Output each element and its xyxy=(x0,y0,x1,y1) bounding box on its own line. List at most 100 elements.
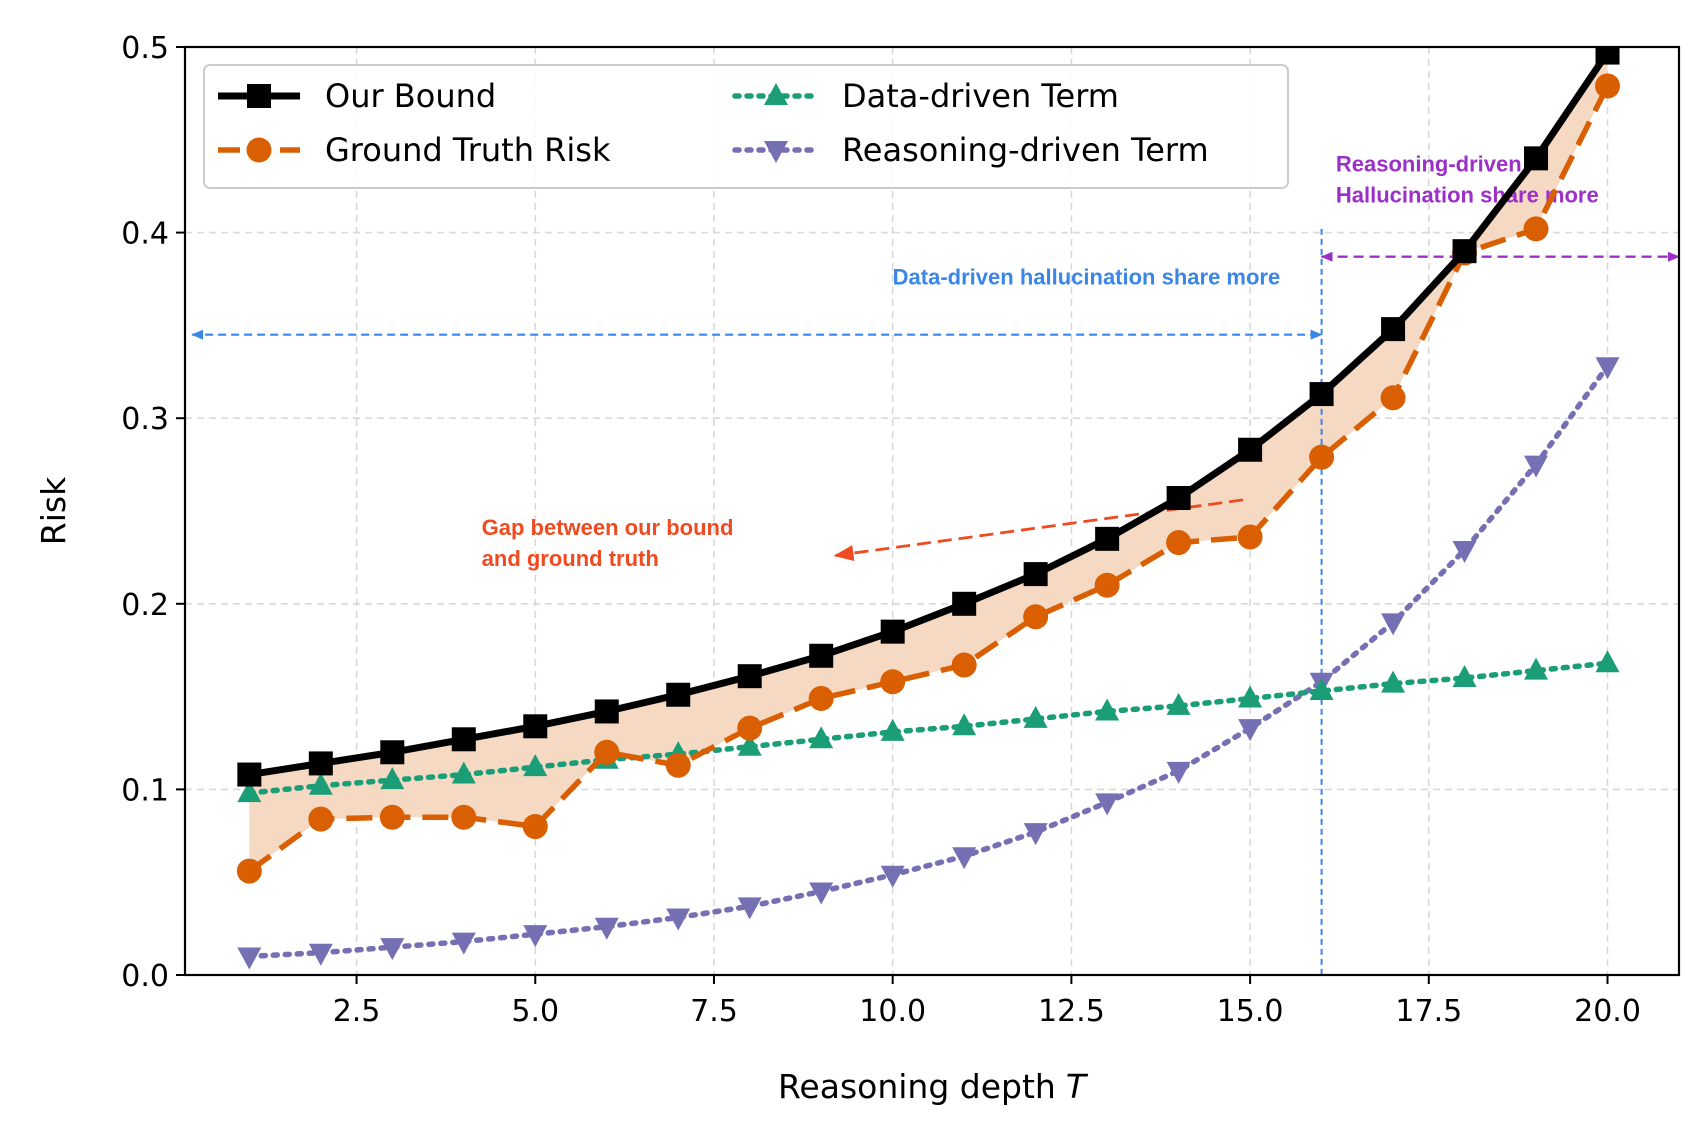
legend: Our Bound Ground Truth Risk Data-driven Te… xyxy=(203,64,1289,189)
our-bound-point xyxy=(737,664,762,689)
data-driven-term-line xyxy=(246,660,1611,796)
x-tick-label: 20.0 xyxy=(1574,994,1641,1029)
reasoning-driven-term-point xyxy=(1595,357,1620,380)
reasoning-driven-term-point xyxy=(237,947,262,970)
ground-truth-risk-point xyxy=(808,685,834,711)
data-driven-annotation: Data-driven hallucination share more xyxy=(893,265,1281,290)
data-driven-term-point xyxy=(737,733,762,756)
our-bound-point xyxy=(380,740,405,765)
x-axis-title: Reasoning depth T xyxy=(778,1067,1089,1106)
ground-truth-risk-point xyxy=(594,739,620,765)
ground-truth-risk-point xyxy=(522,814,548,840)
our-bound-point xyxy=(594,699,619,724)
gap-annotation: Gap between our bound and ground truth xyxy=(482,515,734,571)
data-driven-term-point xyxy=(880,718,905,741)
x-tick-label: 15.0 xyxy=(1217,994,1284,1029)
our-bound-point xyxy=(451,727,476,752)
reasoning-driven-term-point xyxy=(380,938,405,961)
reasoning-driven-term-point xyxy=(1095,793,1120,816)
series-layer xyxy=(236,47,1621,970)
data-driven-term-point xyxy=(380,767,405,790)
legend-ground-truth-risk-label: Ground Truth Risk xyxy=(325,131,611,169)
our-bound-point xyxy=(308,751,333,776)
x-axis-title-text: Reasoning depth xyxy=(778,1067,1056,1106)
reasoning-driven-term-point xyxy=(1524,455,1549,478)
our-bound-point xyxy=(1309,382,1334,407)
ground-truth-risk-series xyxy=(236,73,1621,884)
data-driven-term-point xyxy=(308,772,333,795)
ground-truth-risk-point xyxy=(236,858,262,884)
legend-our-bound-label: Our Bound xyxy=(325,77,496,115)
y-tick-label: 0.3 xyxy=(121,402,169,437)
x-tick-label: 17.5 xyxy=(1395,994,1462,1029)
y-tick-label: 0.5 xyxy=(121,31,169,66)
our-bound-point xyxy=(1095,526,1120,551)
ground-truth-risk-point xyxy=(1523,216,1549,242)
data-driven-term-point xyxy=(952,713,977,736)
y-tick-label: 0.2 xyxy=(121,588,169,623)
data-driven-term-point xyxy=(1095,698,1120,721)
legend-reasoning-driven-term-label: Reasoning-driven Term xyxy=(842,131,1209,169)
x-tick-label: 10.0 xyxy=(859,994,926,1029)
reasoning-driven-annotation-line: Reasoning-driven xyxy=(1336,151,1522,176)
plot-frame xyxy=(183,45,1681,977)
our-bound-point xyxy=(809,643,834,668)
ground-truth-risk-point xyxy=(1166,530,1192,556)
x-tick-label: 5.0 xyxy=(511,994,559,1029)
our-bound-point xyxy=(1595,47,1620,65)
reasoning-driven-term-point xyxy=(809,882,834,905)
reasoning-driven-term-point xyxy=(666,908,691,931)
data-driven-term-point xyxy=(1309,678,1334,701)
y-tick-label: 0.0 xyxy=(121,959,169,994)
reasoning-driven-term-point xyxy=(880,865,905,888)
our-bound-point xyxy=(880,619,905,644)
data-driven-term-point xyxy=(237,780,262,803)
our-bound-point xyxy=(1524,146,1549,171)
data-driven-annotation-line: Data-driven hallucination share more xyxy=(893,265,1281,290)
ground-truth-risk-point xyxy=(737,715,763,741)
data-driven-term-point xyxy=(1595,650,1620,673)
x-tick-label: 12.5 xyxy=(1038,994,1105,1029)
reasoning-driven-term-point xyxy=(523,925,548,948)
y-tick-label: 0.4 xyxy=(121,217,169,252)
ground-truth-risk-point xyxy=(951,652,977,678)
x-tick-label: 2.5 xyxy=(333,994,381,1029)
ground-truth-risk-point xyxy=(880,669,906,695)
reasoning-driven-term-point xyxy=(308,943,333,966)
y-axis-title: Risk xyxy=(34,476,73,545)
gap-annotation-line: and ground truth xyxy=(482,546,659,571)
data-driven-term-point xyxy=(523,754,548,777)
reasoning-driven-annotation-line: Hallucination share more xyxy=(1336,182,1599,207)
our-bound-point xyxy=(1238,437,1263,462)
reasoning-driven-term-point xyxy=(1166,761,1191,784)
our-bound-point xyxy=(523,714,548,739)
our-bound-point xyxy=(666,682,691,707)
ground-truth-risk-point xyxy=(665,752,691,778)
reasoning-driven-term-point xyxy=(1381,613,1406,636)
legend-box xyxy=(203,64,1289,189)
axes-layer: 2.5 5.0 7.5 10.0 12.5 15.0 17.5 20.0 0.0 0.1 0.2 0.… xyxy=(34,31,1681,1106)
data-driven-term-point xyxy=(1381,670,1406,693)
our-bound-point xyxy=(1166,486,1191,511)
gap-fill-layer xyxy=(249,52,1608,872)
reasoning-driven-term-point xyxy=(737,897,762,920)
data-driven-term-series xyxy=(237,650,1620,803)
ground-truth-risk-point xyxy=(1237,524,1263,550)
data-driven-term-point xyxy=(1238,685,1263,708)
our-bound-point xyxy=(1023,562,1048,587)
reasoning-driven-term-point xyxy=(1023,823,1048,846)
legend-data-driven-term-marker xyxy=(764,83,788,105)
ground-truth-risk-point xyxy=(1023,604,1049,630)
ground-truth-risk-point xyxy=(1309,444,1335,470)
reasoning-driven-term-point xyxy=(952,847,977,870)
annotation-layer: Data-driven hallucination share more Reas… xyxy=(191,151,1680,975)
x-axis-title-variable: T xyxy=(1066,1067,1089,1106)
data-driven-term-point xyxy=(1023,705,1048,728)
ground-truth-risk-point xyxy=(308,806,334,832)
our-bound-point xyxy=(1452,239,1477,264)
data-driven-term-point xyxy=(1166,692,1191,715)
ground-truth-risk-point xyxy=(451,804,477,830)
data-driven-term-point xyxy=(1524,657,1549,680)
data-driven-term-point xyxy=(451,761,476,784)
